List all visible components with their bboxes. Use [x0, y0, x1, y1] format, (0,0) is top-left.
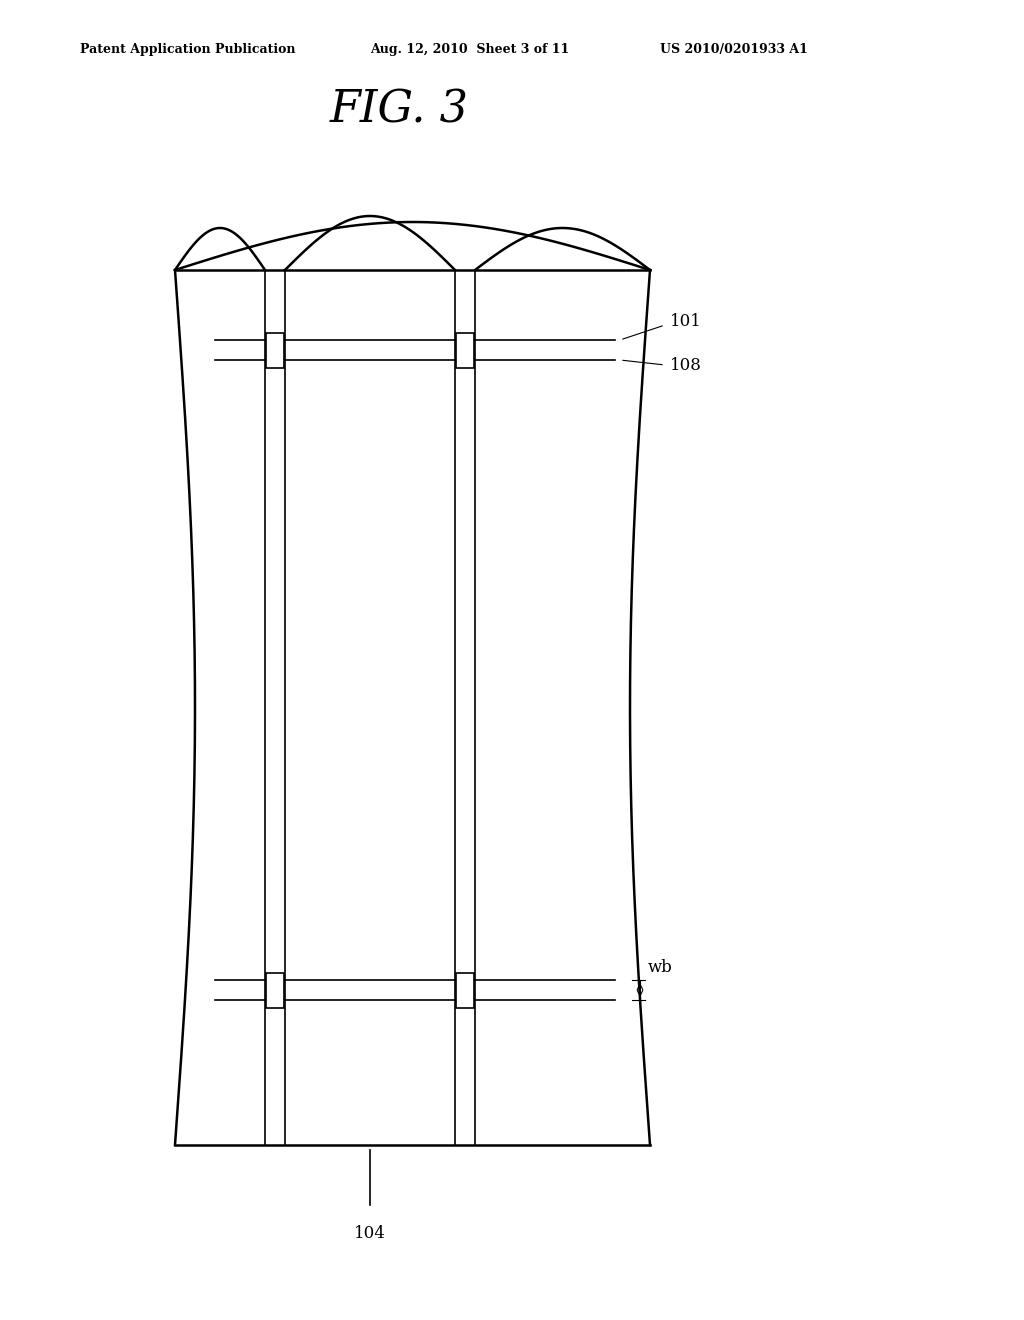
Bar: [456, 973, 474, 1007]
Text: US 2010/0201933 A1: US 2010/0201933 A1: [660, 44, 808, 57]
Text: FIG. 3: FIG. 3: [330, 88, 469, 132]
Text: wb: wb: [648, 960, 673, 977]
Bar: [456, 333, 474, 367]
Bar: [266, 973, 284, 1007]
Text: 108: 108: [670, 356, 701, 374]
Bar: [266, 333, 284, 367]
Text: 101: 101: [670, 314, 701, 330]
Text: Aug. 12, 2010  Sheet 3 of 11: Aug. 12, 2010 Sheet 3 of 11: [370, 44, 569, 57]
Text: 104: 104: [354, 1225, 386, 1242]
Text: Patent Application Publication: Patent Application Publication: [80, 44, 296, 57]
